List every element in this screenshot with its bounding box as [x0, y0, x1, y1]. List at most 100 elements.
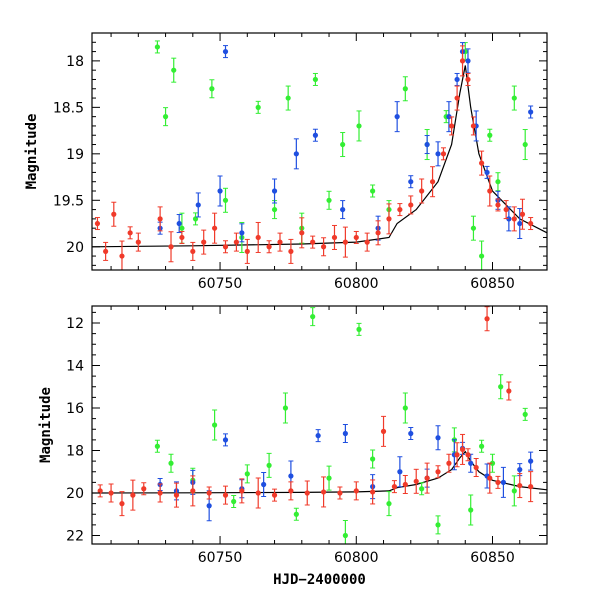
data-point-red	[233, 232, 240, 252]
data-point-green	[470, 215, 477, 241]
data-point-red	[440, 147, 447, 161]
data-point-green	[312, 72, 319, 86]
data-point-red	[320, 237, 327, 257]
plot-area	[92, 40, 547, 270]
data-point-red	[255, 221, 261, 253]
data-point-red	[277, 232, 283, 252]
data-point-blue	[340, 200, 346, 220]
data-point-blue	[222, 45, 229, 59]
data-point-green	[162, 107, 169, 127]
data-point-red	[459, 45, 466, 77]
data-point-red	[222, 240, 229, 254]
data-point-red	[168, 231, 174, 263]
data-point-red	[397, 203, 403, 217]
data-point-red	[94, 217, 101, 231]
data-point-blue	[312, 128, 319, 142]
data-point-green	[522, 129, 528, 161]
data-point-red	[304, 480, 310, 506]
data-point-green	[522, 407, 528, 421]
data-point-red	[353, 481, 359, 501]
data-point-green	[487, 128, 493, 142]
data-point-red	[255, 477, 261, 509]
data-point-red	[495, 198, 501, 212]
data-point-blue	[394, 101, 400, 133]
data-point-red	[353, 230, 359, 244]
data-point-red	[454, 442, 460, 468]
data-point-red	[375, 220, 381, 246]
data-point-red	[454, 85, 460, 111]
data-point-blue	[315, 429, 321, 443]
data-point-green	[222, 187, 229, 213]
data-point-green	[402, 392, 408, 424]
data-point-blue	[468, 453, 474, 473]
data-point-red	[108, 483, 114, 503]
data-point-red	[449, 116, 455, 136]
data-point-red	[424, 462, 430, 494]
data-point-red	[465, 448, 471, 462]
data-point-green	[271, 200, 278, 220]
data-point-red	[503, 200, 509, 220]
data-point-green	[511, 85, 517, 111]
data-point-green	[266, 452, 272, 478]
data-point-red	[310, 235, 316, 249]
data-point-red	[519, 198, 526, 230]
data-point-red	[465, 72, 471, 86]
data-point-red	[119, 491, 125, 517]
data-point-red	[391, 480, 398, 494]
data-point-green	[282, 392, 289, 424]
data-point-green	[386, 491, 392, 517]
data-point-red	[337, 486, 343, 500]
data-point-red	[470, 116, 477, 136]
data-point-red	[487, 462, 493, 494]
data-point-blue	[271, 178, 278, 204]
data-point-green	[310, 307, 316, 327]
data-point-red	[419, 178, 425, 204]
data-point-red	[473, 458, 479, 477]
data-point-red	[190, 475, 196, 507]
bottom-panel: 60750 60800 60850 12 14 16 18 20 22 Magnitude HJD−…	[38, 305, 548, 588]
y-tick-label: 19	[66, 147, 84, 163]
data-point-green	[231, 495, 237, 508]
data-point-red	[157, 206, 163, 232]
data-point-red	[402, 475, 408, 494]
data-point-blue	[506, 206, 512, 232]
y-tick-label: 22	[66, 529, 84, 545]
x-tick-label: 60800	[334, 550, 379, 566]
data-point-red	[201, 229, 207, 255]
data-point-blue	[528, 105, 534, 119]
data-point-red	[459, 433, 466, 465]
data-point-red	[111, 201, 117, 227]
data-point-red	[157, 483, 163, 503]
data-point-green	[402, 76, 408, 102]
data-point-green	[489, 453, 496, 473]
data-point-green	[435, 515, 441, 535]
data-point-red	[179, 230, 185, 244]
data-point-red	[408, 195, 414, 215]
y-tick-label: 19.5	[53, 193, 84, 209]
data-point-blue	[222, 433, 229, 447]
y-tick-label: 14	[66, 359, 84, 375]
data-point-green	[285, 85, 291, 111]
top-panel: 60750 60800 60850 18 18.5 19 19.5 20 Magnitude	[24, 32, 548, 292]
data-point-red	[127, 226, 133, 240]
data-point-green	[340, 132, 346, 158]
data-point-red	[271, 488, 278, 502]
data-point-red	[364, 232, 370, 252]
data-point-red	[370, 479, 376, 505]
data-point-red	[413, 468, 419, 494]
x-tick-label: 60850	[470, 550, 515, 566]
data-point-green	[154, 40, 160, 54]
data-point-green	[212, 409, 218, 441]
data-point-green	[419, 482, 425, 496]
data-point-red	[517, 473, 523, 499]
data-point-blue	[446, 101, 452, 133]
data-point-blue	[217, 175, 223, 207]
data-point-green	[244, 464, 250, 484]
data-point-green	[370, 449, 376, 469]
data-point-green	[370, 184, 376, 198]
data-point-red	[342, 226, 348, 258]
data-point-blue	[435, 425, 441, 451]
axes-frame	[91, 305, 548, 545]
data-point-red	[386, 203, 392, 235]
y-tick-label: 18.5	[53, 100, 84, 116]
